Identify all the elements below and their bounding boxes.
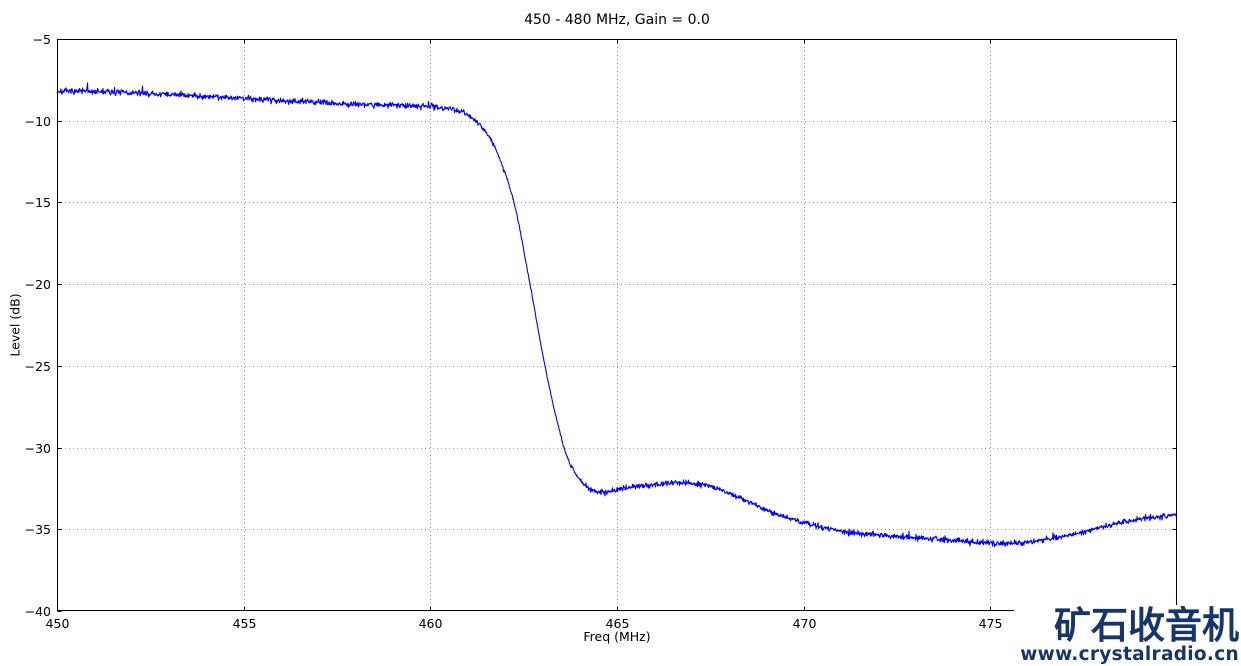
watermark-chinese-text: 矿石收音机	[1054, 603, 1239, 647]
y-axis-label: Level (dB)	[7, 293, 23, 357]
axes-frame	[57, 39, 1177, 611]
x-tick-label: 455	[233, 616, 257, 631]
chart-title: 450 - 480 MHz, Gain = 0.0	[524, 12, 710, 28]
y-tick-label: −25	[25, 359, 51, 374]
y-tick-label: −15	[25, 195, 51, 210]
watermark: 矿石收音机 www.crystalradio.cn	[1014, 603, 1240, 665]
y-tick-label: −30	[25, 441, 51, 456]
y-tick-label: −35	[25, 522, 51, 537]
x-tick-label: 460	[419, 616, 443, 631]
y-tick-label: −10	[25, 114, 51, 129]
y-tick-label: −40	[25, 604, 51, 619]
x-axis-label: Freq (MHz)	[583, 629, 651, 644]
measured-level-trace	[56, 82, 1178, 548]
x-tick-label: 470	[793, 616, 817, 631]
y-tick-label: −5	[33, 32, 51, 47]
y-tick-label: −20	[25, 277, 51, 292]
x-tick-label: 465	[606, 616, 630, 631]
x-tick-label: 475	[979, 616, 1003, 631]
watermark-url: www.crystalradio.cn	[1020, 643, 1239, 665]
x-tick-label: 450	[46, 616, 70, 631]
